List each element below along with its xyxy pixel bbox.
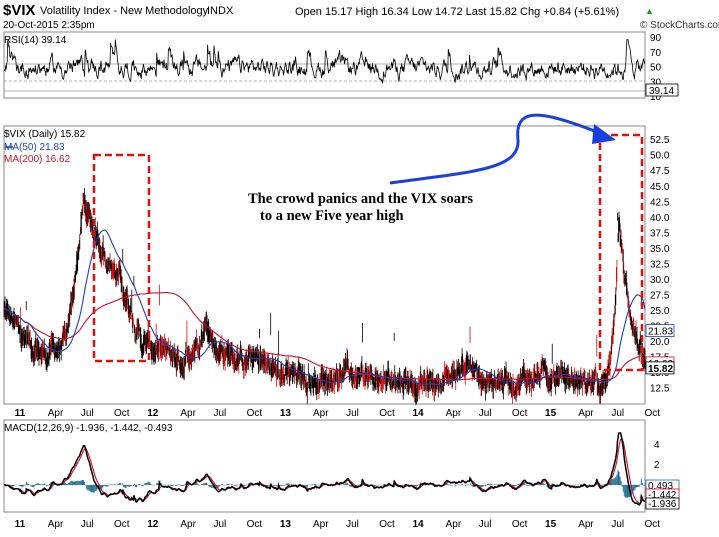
rsi-legend: RSI(14) 39.14 [4, 35, 67, 46]
annotation-arrowhead [592, 124, 616, 144]
x-axis-tick: Apr [48, 519, 64, 530]
x-axis-tick: Apr [180, 519, 196, 530]
symbol-title: $VIX [3, 2, 36, 19]
x-axis-tick: 13 [280, 408, 292, 419]
x-axis-tick: Oct [114, 408, 130, 419]
x-axis-tick: 13 [280, 519, 292, 530]
x-axis-tick: Apr [313, 519, 329, 530]
price-y-tick: 50.0 [650, 151, 670, 162]
macd-y-tick: 4 [654, 440, 660, 451]
x-axis-tick: 12 [147, 408, 159, 419]
instrument-name: Volatility Index - New Methodology [40, 5, 209, 17]
macd-value-tag: -1.442 [648, 490, 677, 501]
price-value-tag-box [645, 324, 675, 338]
x-axis-tick: 11 [15, 519, 26, 530]
x-axis-tick: Jul [479, 408, 492, 419]
x-axis-tick: 15 [545, 519, 557, 530]
rsi-y-tick: 10 [650, 92, 662, 103]
price-y-tick: 20.0 [650, 337, 670, 348]
x-axis-tick: Oct [114, 519, 130, 530]
price-bars [3, 188, 646, 406]
rsi-y-tick: 30 [650, 77, 662, 88]
x-axis-tick: Jul [346, 519, 359, 530]
price-value-tag: 15.82 [648, 364, 673, 375]
price-y-tick: 47.5 [650, 166, 670, 177]
macd-line [3, 432, 646, 506]
x-axis-tick: Apr [446, 519, 462, 530]
price-y-tick: 25.0 [650, 306, 670, 317]
price-y-tick: 32.5 [650, 259, 670, 270]
x-axis-tick: 14 [412, 519, 424, 530]
highlight-box-2015 [598, 133, 644, 372]
watermark: © StockCharts.com [640, 20, 719, 31]
rsi-y-tick: 50 [650, 63, 662, 74]
price-y-tick: 35.0 [650, 244, 670, 255]
price-y-tick: 42.5 [650, 197, 670, 208]
x-axis-tick: Oct [512, 519, 528, 530]
price-y-tick: 40.0 [650, 213, 670, 224]
macd-legend: MACD(12,26,9) -1.936, -1.442, -0.493 [4, 423, 173, 434]
x-axis-tick: Oct [645, 408, 661, 419]
macd-panel [3, 419, 646, 513]
chart-header: $VIX Volatility Index - New Methodology … [0, 0, 719, 32]
x-axis-tick: Apr [578, 408, 594, 419]
macd-value-tag: 0.493 [648, 481, 673, 492]
macd-value-tag-box [645, 497, 680, 510]
x-axis-tick: 12 [147, 519, 159, 530]
price-y-tick: 45.0 [650, 182, 670, 193]
x-axis-tick: Jul [214, 519, 227, 530]
ma200-line [3, 292, 646, 381]
x-axis-tick: 11 [15, 408, 26, 419]
x-axis-tick: Oct [645, 519, 661, 530]
annotation-arrow [389, 113, 601, 185]
exchange-label: INDX [207, 5, 234, 17]
x-axis-tick: 14 [412, 408, 424, 419]
x-axis-tick: Jul [81, 408, 94, 419]
x-axis-tick: Apr [313, 408, 329, 419]
x-axis-tick: Oct [247, 519, 263, 530]
rsi-panel [3, 31, 646, 99]
rsi-y-tick: 90 [650, 33, 662, 44]
rsi-value-tag: 39.14 [649, 86, 674, 97]
price-y-tick: 27.5 [650, 290, 670, 301]
price-y-tick: 30.0 [650, 275, 670, 286]
x-axis-tick: Jul [611, 408, 624, 419]
macd-value-tag: -1.936 [648, 499, 677, 510]
price-y-tick: 12.5 [650, 383, 670, 394]
x-axis-tick: Oct [247, 408, 263, 419]
x-axis-tick: Jul [346, 408, 359, 419]
annotation-line-1: The crowd panics and the VIX soars [248, 191, 473, 207]
ohlc-readout: Open 15.17 High 16.34 Low 14.72 Last 15.… [295, 6, 620, 18]
price-value-tag: 21.83 [648, 327, 673, 338]
x-axis-tick: Jul [479, 519, 492, 530]
annotation-line-2: to a new Five year high [260, 208, 404, 224]
rsi-value-tag-box [645, 83, 679, 97]
x-axis-tick: Oct [512, 408, 528, 419]
x-axis-tick: Apr [578, 519, 594, 530]
rsi-line [3, 39, 645, 84]
ma50-legend: MA(50) 21.83 [4, 142, 65, 153]
ma50-line [3, 229, 646, 386]
x-axis-tick: Jul [611, 519, 624, 530]
price-y-tick: 52.5 [650, 135, 670, 146]
x-axis-tick: Jul [214, 408, 227, 419]
price-legend: $VIX (Daily) 15.82 [4, 129, 86, 140]
up-arrow-icon: ▲ [645, 6, 654, 16]
x-axis-tick: Apr [446, 408, 462, 419]
highlight-box-2011 [92, 153, 151, 363]
price-y-tick: 37.5 [650, 228, 670, 239]
price-value-tag-box [645, 361, 675, 375]
chart-date: 20-Oct-2015 2:35pm [3, 20, 95, 31]
rsi-y-tick: 70 [650, 48, 662, 59]
x-axis-tick: Apr [180, 408, 196, 419]
x-axis-tick: 15 [545, 408, 557, 419]
ma200-legend: MA(200) 16.62 [4, 154, 71, 165]
macd-y-tick: 2 [654, 460, 660, 471]
x-axis-tick: Oct [379, 519, 395, 530]
x-axis-tick: Apr [48, 408, 64, 419]
x-axis-tick: Oct [379, 408, 395, 419]
price-panel [3, 125, 646, 405]
x-axis-tick: Jul [81, 519, 94, 530]
